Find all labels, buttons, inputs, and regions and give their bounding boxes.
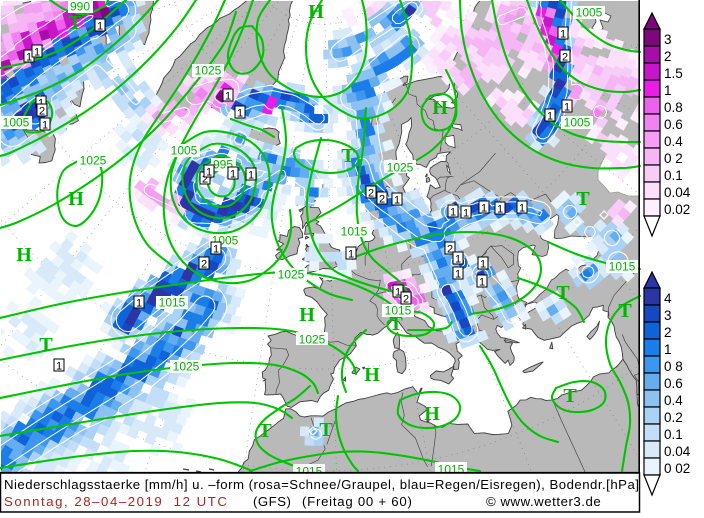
svg-text:1: 1 [348,249,354,261]
svg-text:T: T [319,419,333,441]
svg-text:1: 1 [213,244,219,256]
svg-text:1: 1 [42,120,48,132]
svg-text:1: 1 [248,170,254,182]
svg-text:1: 1 [547,111,553,123]
svg-text:0.4: 0.4 [664,134,683,149]
svg-text:1: 1 [479,277,485,289]
svg-text:H: H [299,304,315,326]
svg-text:1015: 1015 [385,304,412,318]
svg-text:0.2: 0.2 [664,410,683,425]
svg-text:1: 1 [664,342,672,357]
svg-text:1025: 1025 [195,64,222,78]
svg-text:1: 1 [395,287,401,299]
svg-text:T: T [39,334,53,356]
svg-text:(Freitag 00 + 60): (Freitag 00 + 60) [302,494,413,509]
svg-text:H: H [432,97,448,119]
svg-text:1025: 1025 [299,333,326,347]
svg-text:H: H [68,188,84,210]
svg-text:0 8: 0 8 [664,359,683,374]
svg-text:1: 1 [455,254,461,266]
svg-text:1025: 1025 [387,161,414,175]
svg-text:0.6: 0.6 [664,117,683,132]
svg-text:1.5: 1.5 [664,66,683,81]
svg-text:1: 1 [564,102,570,114]
svg-text:1015: 1015 [341,225,368,239]
svg-text:T: T [556,282,570,304]
svg-text:(GFS): (GFS) [253,494,291,509]
svg-text:H: H [16,244,32,266]
svg-text:H: H [308,1,324,23]
svg-text:Niederschlagsstaerke [mm/h] u.: Niederschlagsstaerke [mm/h] u. –form (ro… [4,477,639,492]
svg-text:T: T [258,420,272,442]
svg-text:T: T [618,300,632,322]
svg-text:1: 1 [136,298,142,310]
svg-text:2: 2 [39,106,45,118]
svg-text:0.8: 0.8 [664,100,683,115]
svg-text:1: 1 [664,83,672,98]
svg-text:H: H [424,403,440,425]
svg-text:2: 2 [562,52,568,64]
svg-text:T: T [68,12,82,34]
svg-text:T: T [341,145,355,167]
svg-text:1005: 1005 [3,116,30,130]
svg-text:1: 1 [97,21,103,33]
svg-text:1015: 1015 [159,296,186,310]
svg-text:1: 1 [481,203,487,215]
svg-text:1: 1 [560,29,566,41]
svg-text:2: 2 [447,244,453,256]
svg-text:2: 2 [379,194,385,206]
svg-text:1: 1 [56,361,62,373]
svg-text:990: 990 [70,0,90,14]
svg-text:2: 2 [403,294,409,306]
svg-text:1: 1 [26,52,32,64]
svg-text:1005: 1005 [171,144,198,158]
svg-text:T: T [389,313,403,335]
svg-text:1: 1 [225,91,231,103]
svg-text:H: H [364,364,380,386]
svg-text:1: 1 [455,269,461,281]
svg-text:1: 1 [206,167,212,179]
svg-text:2: 2 [368,188,374,200]
svg-text:0.04: 0.04 [664,185,691,200]
svg-text:0.04: 0.04 [664,444,691,459]
svg-text:1025: 1025 [173,360,200,374]
svg-text:2: 2 [664,325,672,340]
svg-text:1005: 1005 [576,6,603,20]
svg-text:4: 4 [664,291,672,306]
svg-text:1: 1 [463,208,469,220]
svg-text:3: 3 [664,32,672,47]
svg-text:Sonntag, 28–04–2019 12 UTC: Sonntag, 28–04–2019 12 UTC [4,494,228,509]
svg-text:0.6: 0.6 [664,376,683,391]
svg-text:T: T [563,385,577,407]
svg-text:0.02: 0.02 [664,202,690,217]
svg-text:0.1: 0.1 [664,168,683,183]
svg-text:0.1: 0.1 [664,427,683,442]
svg-text:2: 2 [201,259,207,271]
svg-text:1: 1 [394,195,400,207]
svg-text:© www.wetter3.de: © www.wetter3.de [486,494,601,509]
svg-text:0 2: 0 2 [664,151,683,166]
svg-text:1: 1 [480,259,486,271]
svg-text:1: 1 [237,108,243,120]
svg-text:1025: 1025 [80,154,107,168]
svg-text:T: T [576,188,590,210]
svg-text:3: 3 [664,308,672,323]
svg-text:1025: 1025 [278,268,305,282]
svg-text:1005: 1005 [564,116,591,130]
svg-text:1: 1 [230,169,236,181]
svg-text:2: 2 [202,174,208,186]
svg-text:1015: 1015 [609,260,636,274]
svg-text:2: 2 [664,49,672,64]
svg-text:1: 1 [34,47,40,59]
svg-text:1: 1 [519,203,525,215]
svg-text:0 02: 0 02 [664,461,690,476]
svg-text:1: 1 [497,204,503,216]
svg-text:0.4: 0.4 [664,393,683,408]
svg-text:1: 1 [450,207,456,219]
